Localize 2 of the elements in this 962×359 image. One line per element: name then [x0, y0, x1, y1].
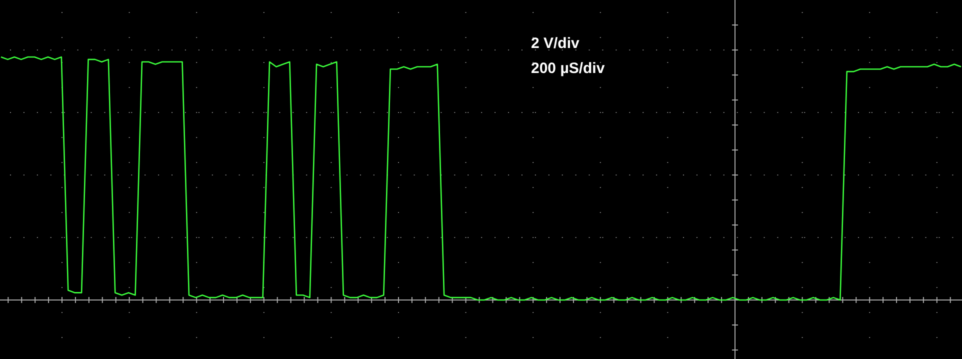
annotation: 200 µS/div	[531, 60, 606, 77]
text: 2 V/div	[531, 35, 580, 52]
